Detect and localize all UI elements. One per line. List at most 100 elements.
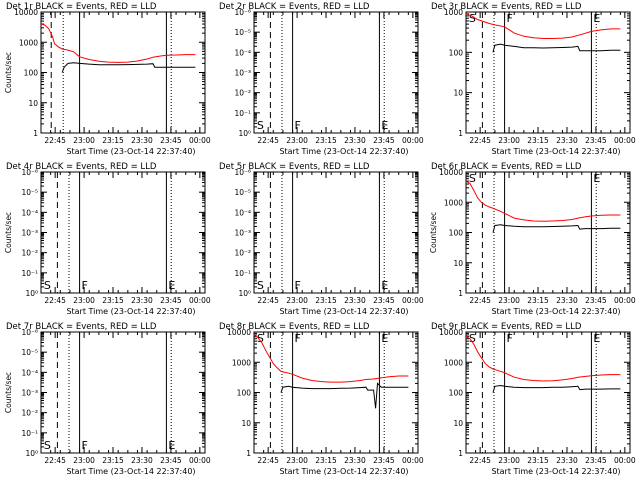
marker-label-f: F <box>295 119 301 132</box>
marker-label-e: E <box>381 332 388 345</box>
y-tick-label: 10000 <box>14 8 38 17</box>
panel-title: Det 5r BLACK = Events, RED = LLD <box>219 162 370 172</box>
y-tick-label: 1 <box>458 449 463 458</box>
panel-title: Det 3r BLACK = Events, RED = LLD <box>431 2 582 12</box>
marker-label-s: S <box>469 332 476 345</box>
y-tick-label: 1000 <box>444 8 463 17</box>
x-tick-label: 23:45 <box>585 456 607 465</box>
y-tick-label: 10⁻¹ <box>21 429 38 438</box>
detector-panel-9: Det 9r BLACK = Events, RED = LLD 1 10 100 10… <box>431 322 636 476</box>
x-tick-label: 22:45 <box>44 136 66 145</box>
y-tick-label: 10⁻⁶ <box>234 168 251 177</box>
y-tick-label: 10⁻² <box>234 89 251 98</box>
x-tick-label: 00:00 <box>402 136 424 145</box>
x-tick-label: 23:30 <box>556 296 578 305</box>
marker-label-s: S <box>257 332 264 345</box>
panel-title: Det 2r BLACK = Events, RED = LLD <box>219 2 370 12</box>
plot-frame <box>465 331 631 454</box>
panel-title: Det 4r BLACK = Events, RED = LLD <box>6 162 157 172</box>
y-tick-label: 1000 <box>444 198 463 207</box>
x-tick-label: 23:30 <box>344 136 366 145</box>
y-tick-label: 10⁻⁵ <box>21 188 38 197</box>
x-axis-label: Start Time (23-Oct-14 22:37:40) <box>279 147 408 156</box>
y-axis-label: Counts/sec <box>4 372 13 413</box>
marker-label-s: S <box>469 172 476 185</box>
y-tick-label: 10 <box>241 419 251 428</box>
plot-frame <box>253 11 419 134</box>
y-tick-label: 10⁻³ <box>21 389 38 398</box>
x-axis-label: Start Time (23-Oct-14 22:37:40) <box>491 467 620 476</box>
events-rate-line <box>492 43 621 53</box>
x-tick-label: 23:15 <box>315 136 337 145</box>
y-axis-label: Counts/sec <box>4 212 13 253</box>
plot-frame <box>253 171 419 294</box>
x-tick-label: 22:45 <box>257 456 279 465</box>
y-tick-label: 10 <box>453 89 463 98</box>
marker-label-s: S <box>257 119 264 132</box>
y-axis-label: Counts/sec <box>4 52 13 93</box>
marker-label-f: F <box>82 279 88 292</box>
y-tick-label: 10⁰ <box>25 289 38 298</box>
y-tick-label: 10000 <box>439 168 463 177</box>
x-tick-label: 23:00 <box>498 456 520 465</box>
x-tick-label: 23:00 <box>73 296 95 305</box>
marker-label-e: E <box>593 332 600 345</box>
y-tick-label: 1 <box>33 129 38 138</box>
marker-label-f: F <box>82 439 88 452</box>
x-tick-label: 23:00 <box>286 296 308 305</box>
x-tick-label: 23:15 <box>102 296 124 305</box>
y-tick-label: 10⁻⁶ <box>21 168 38 177</box>
y-tick-label: 10⁻⁶ <box>21 328 38 337</box>
events-rate-line <box>280 382 409 409</box>
marker-label-s: S <box>44 439 51 452</box>
lld-rate-line <box>465 180 621 222</box>
y-tick-label: 10⁻² <box>21 249 38 258</box>
detector-panel-3: Det 3r BLACK = Events, RED = LLD 1 10 100 10… <box>431 2 636 156</box>
marker-label-e: E <box>168 279 175 292</box>
y-tick-label: 1000 <box>232 358 251 367</box>
marker-label-f: F <box>507 12 513 25</box>
y-tick-label: 1 <box>458 289 463 298</box>
marker-label-s: S <box>257 279 264 292</box>
x-tick-label: 23:45 <box>585 296 607 305</box>
x-axis-label: Start Time (23-Oct-14 22:37:40) <box>279 307 408 316</box>
y-tick-label: 10⁻⁶ <box>234 8 251 17</box>
y-tick-label: 10⁰ <box>25 449 38 458</box>
x-tick-label: 23:45 <box>585 136 607 145</box>
marker-label-e: E <box>168 439 175 452</box>
x-tick-label: 23:30 <box>131 296 153 305</box>
x-tick-label: 23:00 <box>73 456 95 465</box>
x-tick-label: 23:00 <box>498 136 520 145</box>
y-tick-label: 10000 <box>439 328 463 337</box>
x-tick-label: 22:45 <box>469 296 491 305</box>
panel-title: Det 9r BLACK = Events, RED = LLD <box>431 322 582 332</box>
y-tick-label: 10000 <box>227 328 251 337</box>
x-tick-label: 23:15 <box>527 456 549 465</box>
y-tick-label: 10⁻⁵ <box>21 348 38 357</box>
y-tick-label: 10⁻² <box>21 409 38 418</box>
x-tick-label: 23:45 <box>160 456 182 465</box>
y-tick-label: 100 <box>24 69 39 78</box>
x-tick-label: 23:30 <box>131 136 153 145</box>
y-tick-label: 10⁻³ <box>21 229 38 238</box>
detector-panel-2: Det 2r BLACK = Events, RED = LLD 10⁰ 10⁻¹ 1… <box>219 2 424 156</box>
events-rate-line <box>61 62 196 73</box>
marker-label-e: E <box>381 279 388 292</box>
x-tick-label: 23:00 <box>286 136 308 145</box>
x-tick-label: 00:00 <box>614 296 636 305</box>
panel-title: Det 7r BLACK = Events, RED = LLD <box>6 322 157 332</box>
y-axis-label: Counts/sec <box>429 212 438 253</box>
x-tick-label: 22:45 <box>469 456 491 465</box>
x-tick-label: 23:45 <box>373 456 395 465</box>
x-tick-label: 23:45 <box>160 136 182 145</box>
y-tick-label: 10⁰ <box>238 129 251 138</box>
x-tick-label: 00:00 <box>189 456 211 465</box>
plot-frame <box>465 11 631 134</box>
x-tick-label: 23:30 <box>344 296 366 305</box>
x-axis-label: Start Time (23-Oct-14 22:37:40) <box>66 307 195 316</box>
x-axis-label: Start Time (23-Oct-14 22:37:40) <box>491 147 620 156</box>
panel-title: Det 8r BLACK = Events, RED = LLD <box>219 322 370 332</box>
detector-panel-7: Det 7r BLACK = Events, RED = LLD 10⁰ 10⁻¹ 1… <box>4 322 211 476</box>
y-tick-label: 1000 <box>19 38 38 47</box>
x-tick-label: 23:15 <box>315 296 337 305</box>
